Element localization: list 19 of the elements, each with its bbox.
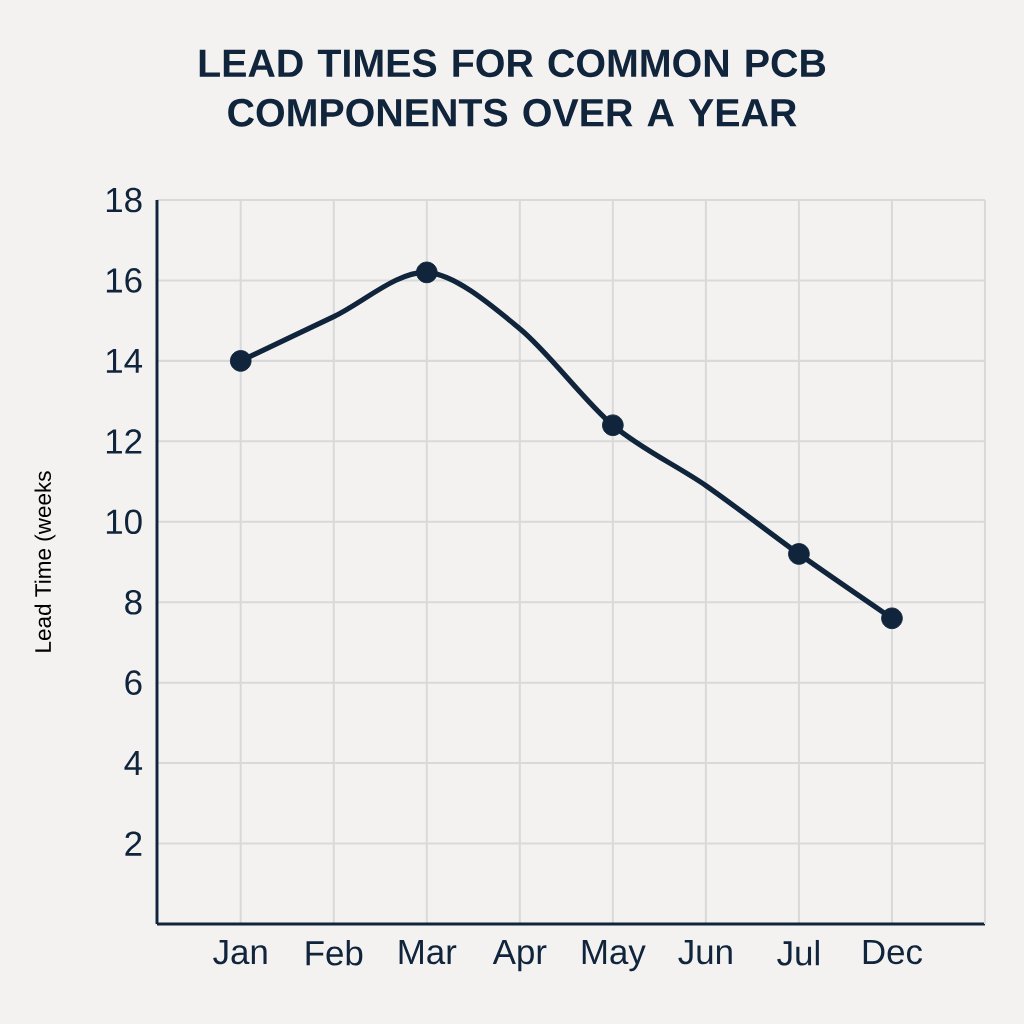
- x-tick-label: Mar: [399, 939, 457, 965]
- y-tick-label: 14: [106, 348, 143, 373]
- y-axis-title: Lead Time (weeks: [34, 471, 56, 652]
- x-tick-label: Jan: [213, 939, 267, 965]
- y-tick-label: 2: [125, 831, 142, 856]
- x-tick-label: May: [582, 939, 646, 972]
- x-tick-label: Jun: [678, 939, 732, 965]
- y-tick-label: 16: [106, 268, 142, 293]
- y-tick-label: 8: [125, 589, 142, 615]
- x-tick-label: Feb: [306, 939, 363, 966]
- chart-title: LEAD TIMES FOR COMMON PCB COMPONENTS OVER A YEAR: [199, 49, 826, 127]
- y-tick-label: 6: [125, 670, 142, 696]
- x-tick-label: Dec: [863, 939, 923, 965]
- x-tick-label: Jul: [777, 939, 819, 966]
- x-tick-label: Apr: [492, 939, 547, 972]
- y-tick-label: 12: [106, 429, 142, 454]
- y-tick-label: 4: [124, 751, 143, 776]
- y-tick-label: 10: [106, 509, 142, 535]
- y-tick-label: 18: [106, 187, 142, 213]
